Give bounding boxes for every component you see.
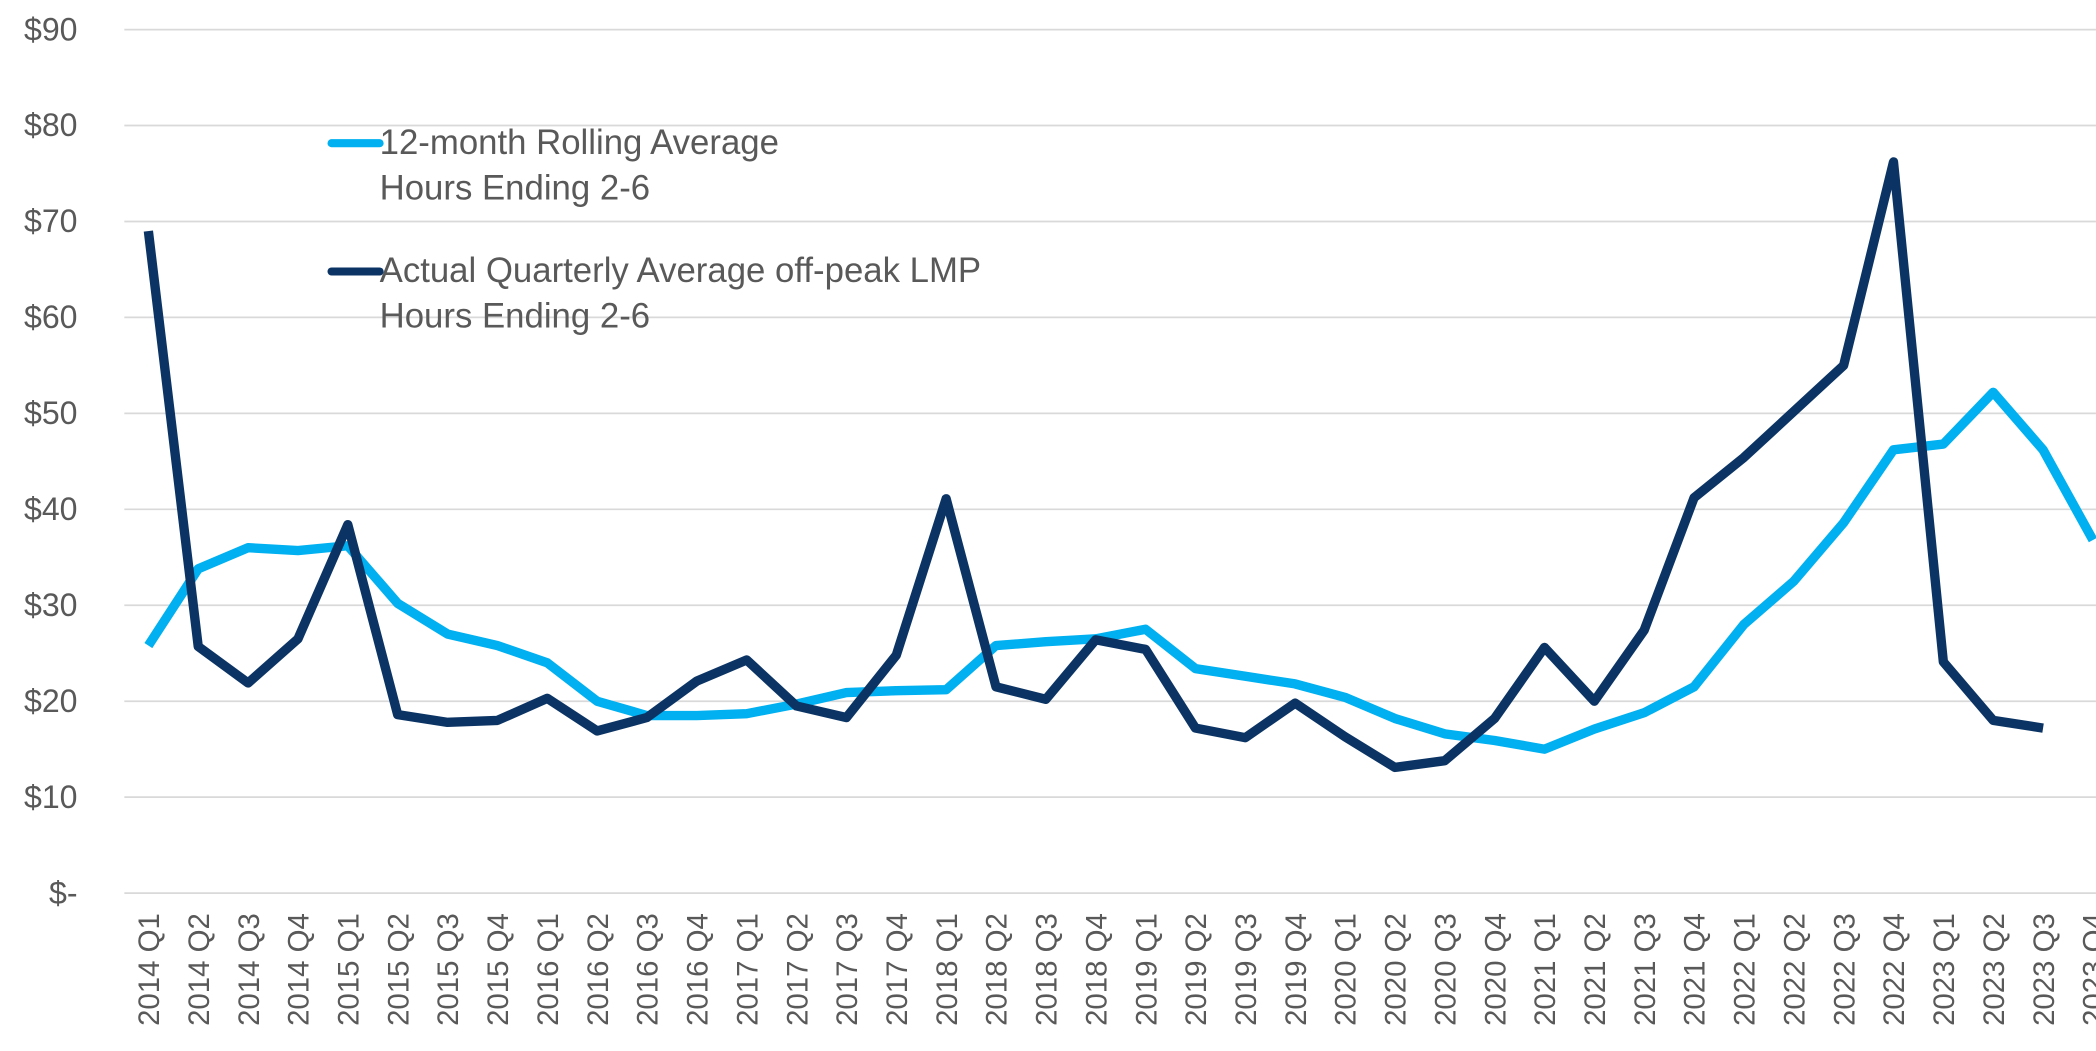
x-tick-label: 2023 Q2: [1978, 913, 2011, 1026]
x-tick-label: 2022 Q1: [1729, 913, 1762, 1026]
x-tick-label: 2021 Q4: [1679, 913, 1712, 1026]
x-tick-label: 2015 Q3: [432, 913, 465, 1026]
x-tick-label: 2019 Q3: [1230, 913, 1263, 1026]
y-tick-label: $90: [24, 11, 78, 47]
y-tick-label: $40: [24, 491, 78, 527]
y-tick-label: $50: [24, 395, 78, 431]
x-tick-label: 2017 Q2: [781, 913, 814, 1026]
x-tick-label: 2021 Q2: [1579, 913, 1612, 1026]
x-tick-label: 2020 Q1: [1330, 913, 1363, 1026]
x-tick-label: 2015 Q1: [333, 913, 366, 1026]
x-tick-label: 2019 Q2: [1180, 913, 1213, 1026]
y-tick-label: $20: [24, 683, 78, 719]
x-tick-label: 2018 Q2: [981, 913, 1014, 1026]
legend-label: 12-month Rolling Average Hours Ending 2-…: [379, 121, 779, 208]
x-tick-label: 2016 Q2: [582, 913, 615, 1026]
x-tick-label: 2022 Q2: [1778, 913, 1811, 1026]
x-tick-label: 2019 Q1: [1130, 913, 1163, 1026]
x-tick-label: 2014 Q3: [233, 913, 266, 1026]
y-tick-label: $-: [49, 875, 78, 911]
x-tick-label: 2015 Q2: [382, 913, 415, 1026]
x-tick-label: 2014 Q1: [133, 913, 166, 1026]
x-tick-label: 2017 Q3: [831, 913, 864, 1026]
x-tick-label: 2016 Q1: [532, 913, 565, 1026]
x-tick-label: 2017 Q4: [881, 913, 914, 1026]
x-tick-label: 2020 Q4: [1479, 913, 1512, 1026]
x-tick-label: 2018 Q4: [1080, 913, 1113, 1026]
y-tick-label: $80: [24, 107, 78, 143]
series-line: [144, 387, 2096, 754]
x-tick-label: 2020 Q3: [1429, 913, 1462, 1026]
x-tick-label: 2018 Q1: [931, 913, 964, 1026]
x-tick-label: 2023 Q3: [2028, 913, 2061, 1026]
x-tick-label: 2014 Q2: [183, 913, 216, 1026]
x-tick-label: 2021 Q1: [1529, 913, 1562, 1026]
y-tick-label: $70: [24, 203, 78, 239]
series-line: [143, 157, 2044, 773]
y-tick-label: $30: [24, 587, 78, 623]
x-tick-label: 2022 Q4: [1878, 913, 1911, 1026]
legend-entry: 12-month Rolling Average Hours Ending 2-…: [379, 121, 779, 208]
x-tick-label: 2023 Q4: [2078, 913, 2096, 1026]
x-tick-label: 2020 Q2: [1380, 913, 1413, 1026]
x-tick-label: 2017 Q1: [731, 913, 764, 1026]
y-tick-label: $10: [24, 779, 78, 815]
x-tick-label: 2016 Q4: [682, 913, 715, 1026]
x-tick-label: 2018 Q3: [1031, 913, 1064, 1026]
x-tick-label: 2014 Q4: [283, 913, 316, 1026]
y-tick-label: $60: [24, 299, 78, 335]
x-tick-label: 2021 Q3: [1629, 913, 1662, 1026]
legend-label: Actual Quarterly Average off-peak LMP Ho…: [379, 250, 982, 336]
x-tick-label: 2023 Q1: [1928, 913, 1961, 1026]
x-tick-label: 2015 Q4: [482, 913, 515, 1026]
x-tick-label: 2022 Q3: [1828, 913, 1861, 1026]
legend-entry: Actual Quarterly Average off-peak LMP Ho…: [379, 250, 982, 336]
x-tick-label: 2019 Q4: [1280, 913, 1313, 1026]
x-tick-label: 2016 Q3: [632, 913, 665, 1026]
